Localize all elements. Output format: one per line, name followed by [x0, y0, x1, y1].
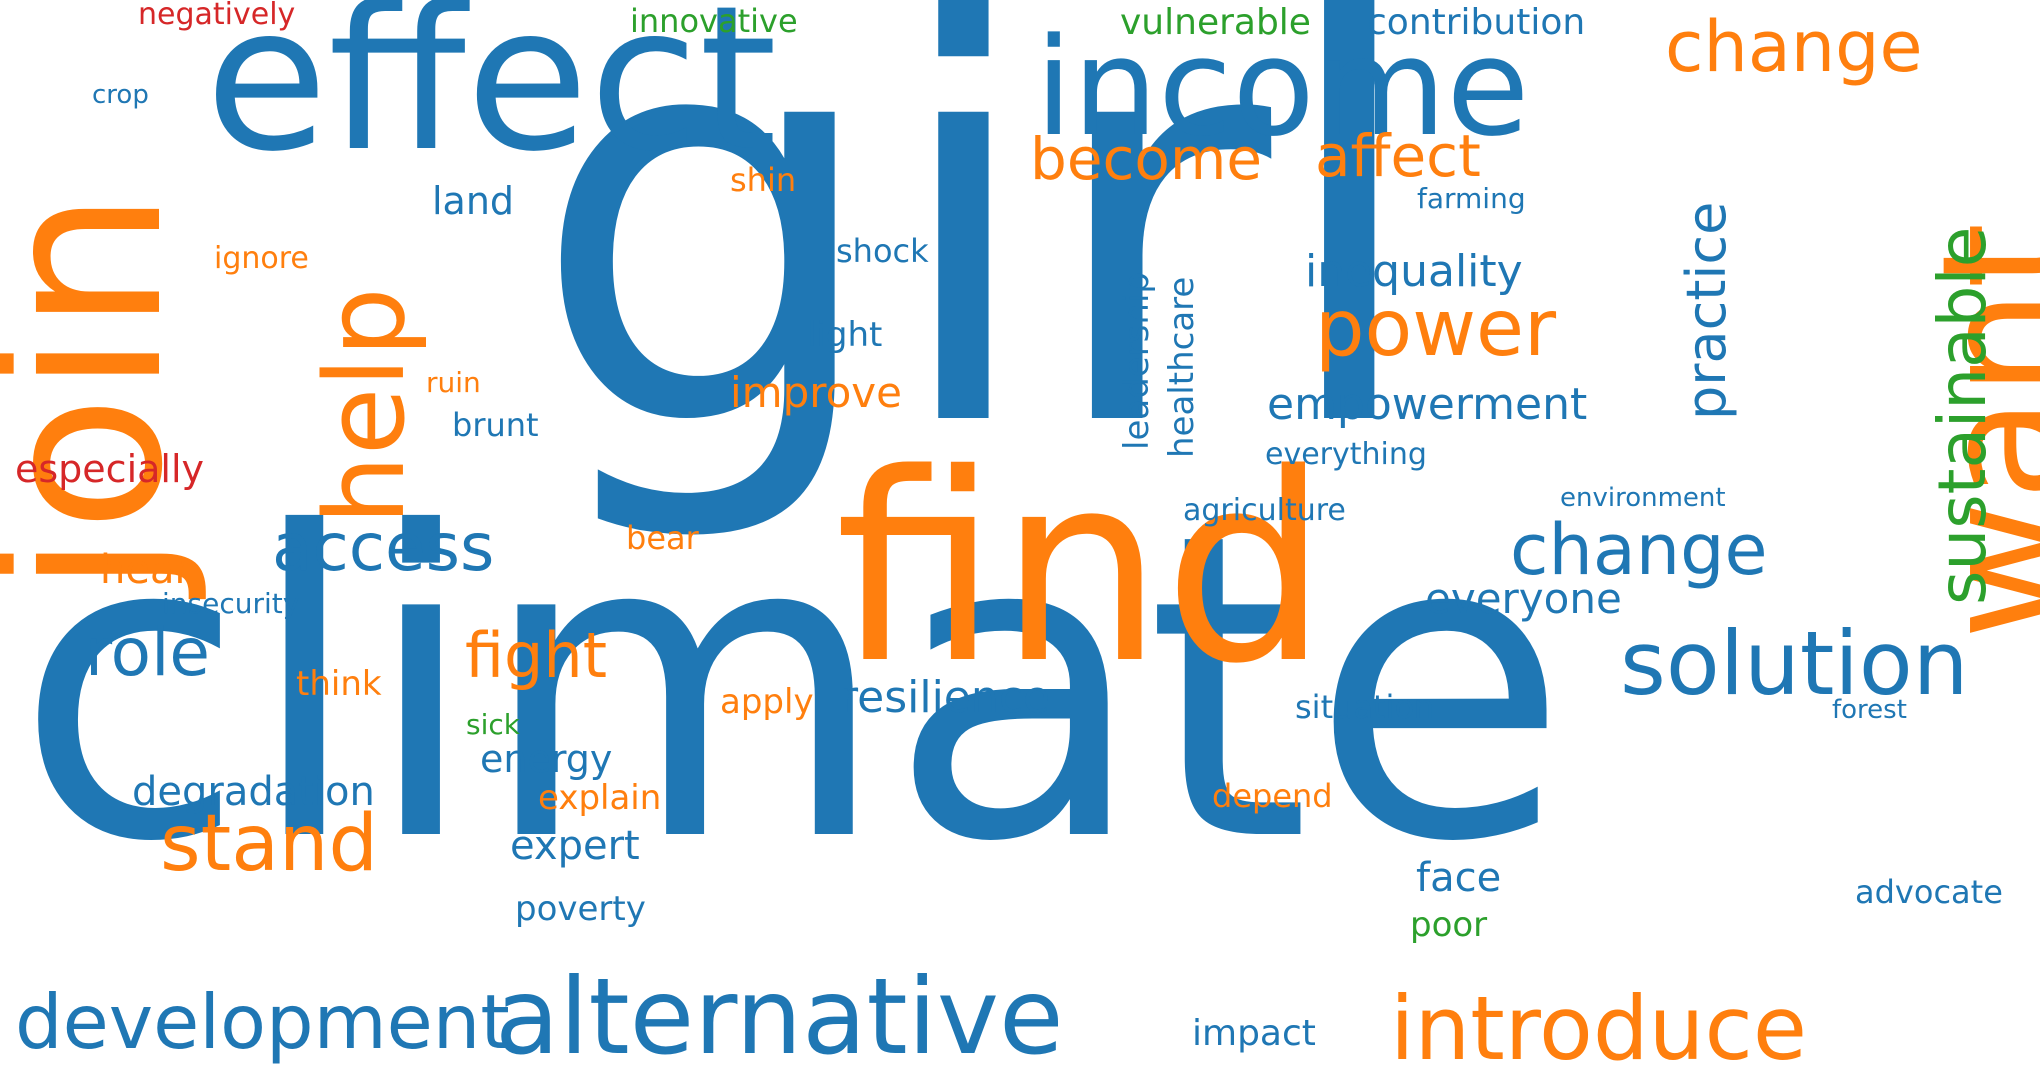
- word-land: land: [432, 179, 515, 223]
- word-leadership: leadership: [1117, 272, 1157, 450]
- word-effect: effect: [205, 0, 778, 196]
- word-depend: depend: [1212, 777, 1333, 815]
- word-degradation: degradation: [132, 769, 375, 815]
- word-become: become: [1030, 125, 1263, 193]
- word-situation: situation: [1295, 688, 1435, 726]
- word-brunt: brunt: [452, 406, 539, 444]
- word-income: income: [1035, 9, 1530, 166]
- word-environment: environment: [1560, 483, 1726, 513]
- word-explain: explain: [538, 778, 662, 818]
- word-contribution: contribution: [1367, 2, 1586, 43]
- word-shock: shock: [836, 232, 929, 270]
- word-development: development: [15, 978, 510, 1066]
- word-fight: fight: [465, 619, 608, 692]
- word-think: think: [296, 664, 382, 704]
- word-ignore: ignore: [214, 241, 309, 276]
- word-poor: poor: [1410, 905, 1488, 945]
- word-hear: hear: [100, 547, 191, 593]
- word-impact: impact: [1192, 1013, 1316, 1054]
- word-poverty: poverty: [515, 889, 646, 929]
- word-agriculture: agriculture: [1183, 493, 1346, 528]
- word-alternative: alternative: [495, 956, 1064, 1078]
- word-advocate: advocate: [1855, 873, 2003, 911]
- word-sustainable: sustainable: [1924, 226, 2001, 605]
- word-light: light: [807, 315, 883, 355]
- word-practice: practice: [1675, 201, 1738, 420]
- word-help: help: [301, 287, 429, 525]
- word-insecurity: insecurity: [162, 587, 300, 620]
- word-change-mid: change: [1510, 509, 1768, 591]
- word-girl: girl: [530, 0, 1427, 551]
- word-stand: stand: [160, 799, 378, 889]
- word-expert: expert: [510, 823, 640, 869]
- word-everything: everything: [1265, 437, 1427, 472]
- word-change-top: change: [1665, 6, 1923, 88]
- word-vulnerable: vulnerable: [1120, 2, 1311, 43]
- word-solution: solution: [1620, 612, 1969, 715]
- word-negatively: negatively: [138, 0, 296, 32]
- word-shin: shin: [730, 161, 797, 199]
- word-everyone: everyone: [1425, 574, 1622, 623]
- word-climate: climate: [15, 445, 1569, 934]
- word-role: role: [85, 614, 211, 691]
- word-introduce: introduce: [1390, 977, 1807, 1080]
- word-join: join: [0, 189, 213, 595]
- word-innovative: innovative: [630, 2, 798, 40]
- word-farming: farming: [1417, 182, 1526, 215]
- word-forest: forest: [1832, 695, 1907, 725]
- word-improve: improve: [730, 368, 902, 417]
- word-bear: bear: [626, 519, 699, 557]
- word-empowerment: empowerment: [1267, 379, 1588, 430]
- word-energy: energy: [480, 737, 613, 781]
- word-affect: affect: [1315, 122, 1481, 190]
- word-find: find: [835, 419, 1329, 721]
- word-especially: especially: [15, 447, 205, 491]
- word-power: power: [1315, 284, 1557, 374]
- word-inequality: inequality: [1305, 246, 1523, 297]
- word-apply: apply: [720, 682, 814, 722]
- word-resilience: resilience: [840, 672, 1051, 723]
- word-sick: sick: [466, 708, 520, 741]
- word-face: face: [1416, 855, 1502, 901]
- word-healthcare: healthcare: [1162, 276, 1202, 458]
- word-access: access: [272, 509, 495, 586]
- word-ruin: ruin: [426, 366, 481, 399]
- word-crop: crop: [92, 80, 149, 110]
